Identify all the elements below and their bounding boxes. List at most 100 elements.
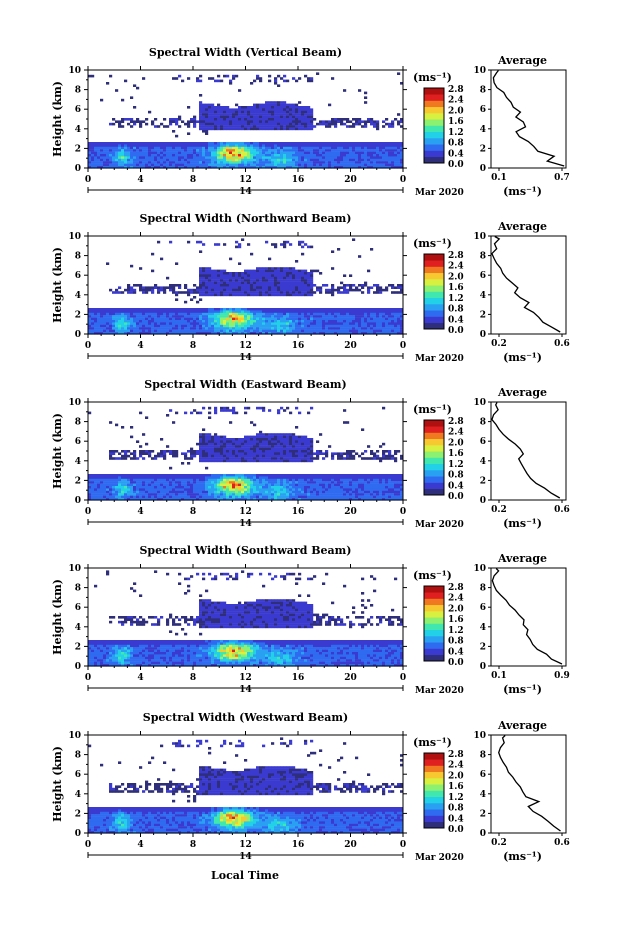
heatmap-cell <box>187 495 191 499</box>
heatmap-cell <box>109 483 113 487</box>
heatmap-cell <box>151 149 155 152</box>
heatmap-cell <box>151 163 155 167</box>
heatmap-cell <box>238 324 242 328</box>
heatmap-cell <box>349 156 353 159</box>
heatmap-cell <box>361 322 365 325</box>
heatmap-cell <box>268 154 272 157</box>
heatmap-cell <box>319 312 323 316</box>
heatmap-cell <box>208 106 212 109</box>
heatmap-cell <box>112 498 116 501</box>
heatmap-cell <box>214 320 218 323</box>
heatmap-cell <box>325 308 329 311</box>
heatmap-cell <box>355 154 359 157</box>
heatmap-cell <box>256 490 260 494</box>
heatmap-cell <box>205 308 209 311</box>
heatmap-cell <box>259 274 263 277</box>
heatmap-cell <box>175 310 179 313</box>
heatmap-cell <box>277 151 281 155</box>
heatmap-cell <box>157 312 161 316</box>
heatmap-cell <box>391 284 395 287</box>
heatmap-cell <box>100 312 104 316</box>
colorbar-segment <box>424 272 444 280</box>
heatmap-cell <box>349 329 353 333</box>
heatmap-cell <box>379 151 383 155</box>
heatmap-cell <box>118 308 122 311</box>
heatmap-cell <box>151 481 155 484</box>
heatmap-cell <box>214 486 218 489</box>
heatmap-cell <box>298 163 302 167</box>
heatmap-cell <box>301 310 305 313</box>
heatmap-cell <box>202 267 206 270</box>
heatmap-cell <box>154 154 158 157</box>
heatmap-cell <box>175 498 179 501</box>
heatmap-cell <box>232 142 236 145</box>
heatmap-cell <box>199 457 203 460</box>
heatmap-cell <box>130 163 134 167</box>
heatmap-cell <box>295 118 299 121</box>
heatmap-cell <box>223 320 227 323</box>
heatmap-cell <box>157 288 161 292</box>
heatmap-cell <box>130 322 134 325</box>
heatmap-cell <box>301 269 305 273</box>
heatmap-cell <box>379 317 383 321</box>
heatmap-cell <box>241 317 245 321</box>
heatmap-cell <box>298 284 302 287</box>
colorbar-segment <box>424 119 444 126</box>
heatmap-cell <box>103 149 107 152</box>
heatmap-cell <box>112 476 116 479</box>
heatmap-cell <box>334 122 338 126</box>
heatmap-cell <box>181 317 185 321</box>
heatmap-cell <box>214 272 218 275</box>
heatmap-cell <box>214 490 218 494</box>
heatmap-cell <box>97 498 101 501</box>
heatmap-cell <box>202 115 206 119</box>
heatmap-cell <box>379 329 383 333</box>
heatmap-cell <box>256 267 260 270</box>
heatmap-cell <box>325 161 329 164</box>
heatmap-cell <box>193 161 197 164</box>
heatmap-cell <box>259 317 263 321</box>
heatmap-cell <box>226 113 230 116</box>
heatmap-cell <box>121 478 125 482</box>
x-tick-label: 0 <box>400 341 406 351</box>
heatmap-cell <box>100 498 104 501</box>
heatmap-cell <box>277 281 281 285</box>
heatmap-cell <box>370 332 374 335</box>
heatmap-cell <box>274 127 278 131</box>
heatmap-cell <box>178 158 182 162</box>
heatmap-cell <box>346 329 350 333</box>
heatmap-cell <box>196 146 200 150</box>
heatmap-cell <box>397 320 401 323</box>
heatmap-cell <box>136 440 140 443</box>
heatmap-cell <box>151 486 155 489</box>
heatmap-cell <box>157 166 161 169</box>
x-tick-label: 4 <box>137 175 143 185</box>
heatmap-cell <box>160 327 164 330</box>
heatmap-cell <box>184 490 188 494</box>
heatmap-cell <box>256 478 260 482</box>
heatmap-cell <box>169 332 173 335</box>
heatmap-cell <box>232 144 236 147</box>
heatmap-cell <box>250 459 254 463</box>
heatmap-cell <box>211 459 215 463</box>
heatmap-cell <box>154 322 158 325</box>
heatmap-cell <box>346 315 350 318</box>
heatmap-cell <box>367 329 371 333</box>
heatmap-cell <box>166 324 170 328</box>
heatmap-cell <box>232 293 236 297</box>
heatmap-cell <box>277 308 281 311</box>
heatmap-cell <box>268 144 272 147</box>
heatmap-cell <box>292 158 296 162</box>
heatmap-cell <box>214 118 218 121</box>
heatmap-cell <box>271 276 275 280</box>
heatmap-cell <box>379 158 383 162</box>
heatmap-cell <box>400 151 404 155</box>
heatmap-cell <box>292 324 296 328</box>
heatmap-cell <box>184 474 188 477</box>
heatmap-cell <box>157 151 161 155</box>
heatmap-cell <box>172 478 176 482</box>
heatmap-cell <box>361 142 365 145</box>
heatmap-cell <box>256 158 260 162</box>
heatmap-cell <box>262 115 266 119</box>
heatmap-cell <box>94 312 98 316</box>
